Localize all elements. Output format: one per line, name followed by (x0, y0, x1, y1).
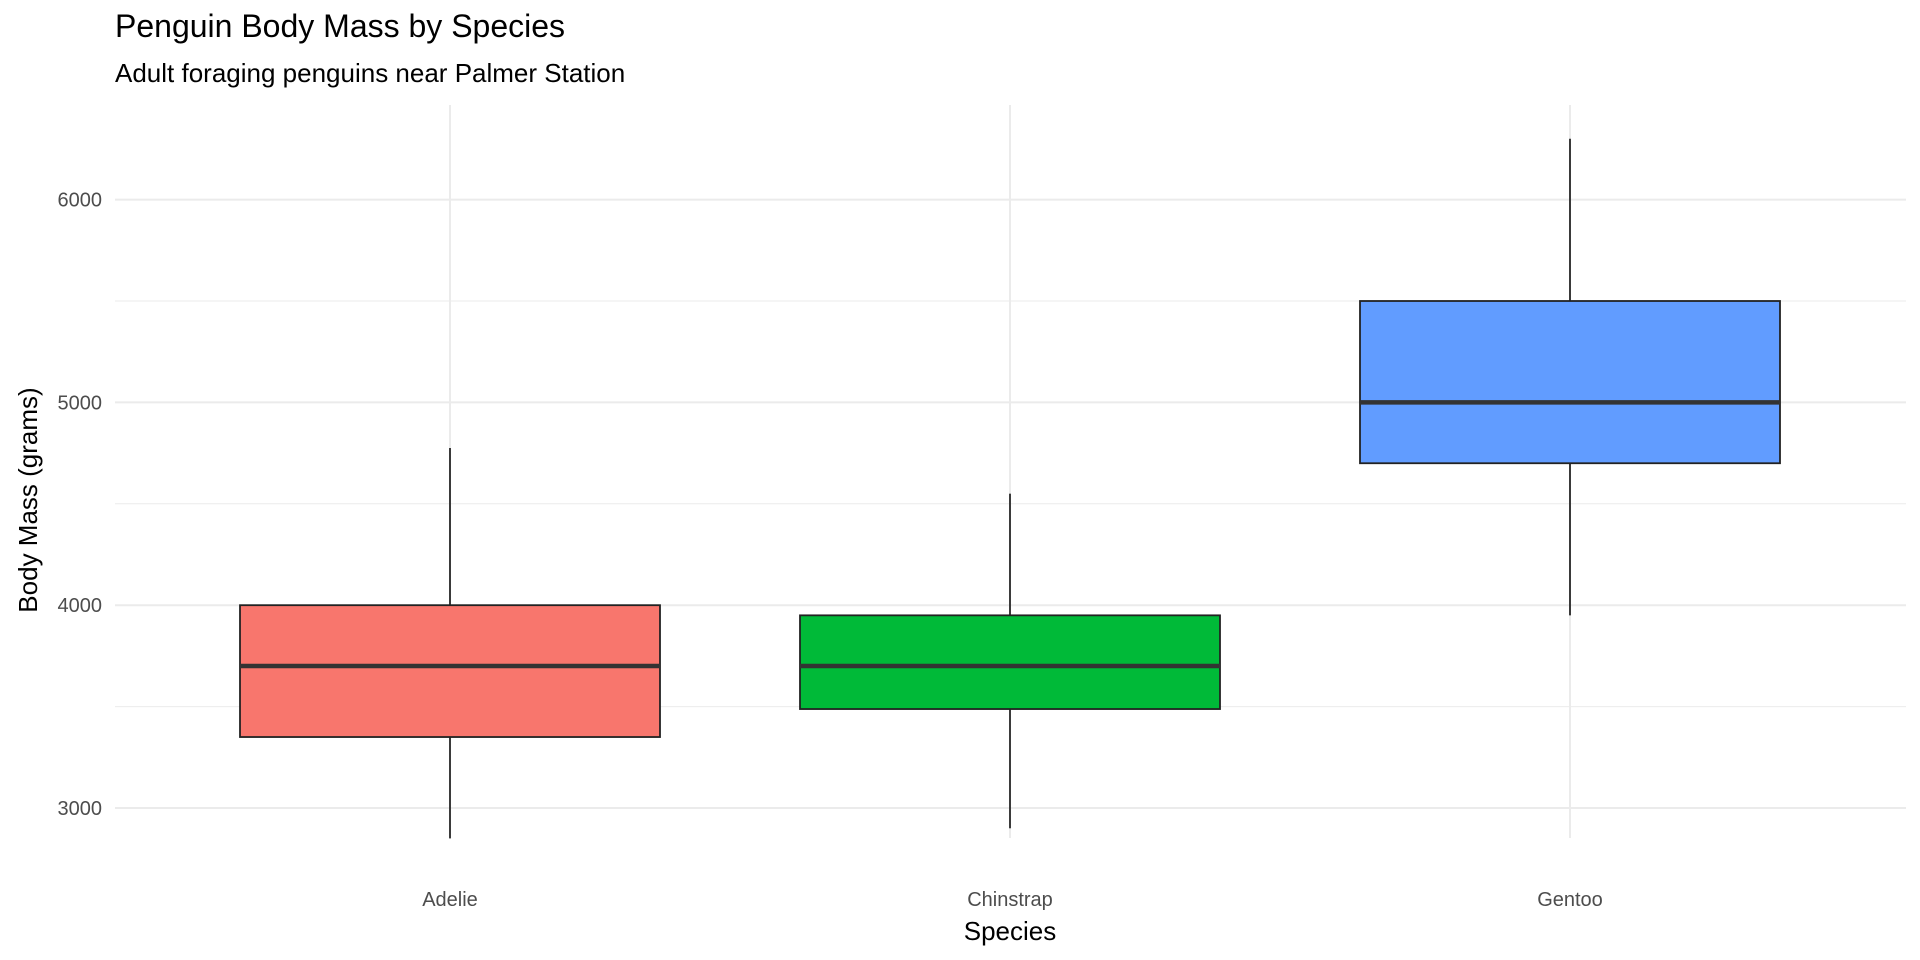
box-adelie (239, 448, 661, 839)
box-chinstrap (799, 493, 1221, 829)
x-tick-label: Gentoo (1537, 889, 1603, 911)
tick-labels: 3000 4000 5000 6000 Adelie Chinstrap Gentoo (58, 190, 1603, 911)
chart-title: Penguin Body Mass by Species (115, 8, 566, 44)
y-tick-label: 6000 (58, 190, 103, 212)
x-tick-label: Adelie (422, 889, 478, 911)
y-tick-label: 3000 (58, 798, 103, 820)
boxes (239, 138, 1781, 839)
x-axis-title: Species (964, 916, 1057, 946)
chart-subtitle: Adult foraging penguins near Palmer Stat… (115, 58, 626, 88)
y-tick-label: 4000 (58, 595, 103, 617)
y-tick-label: 5000 (58, 392, 103, 414)
interquartile-box (239, 604, 661, 738)
y-axis-title: Body Mass (grams) (13, 387, 43, 612)
interquartile-box (1359, 300, 1781, 465)
interquartile-box (799, 614, 1221, 710)
box-gentoo (1359, 138, 1781, 616)
x-tick-label: Chinstrap (967, 889, 1053, 911)
